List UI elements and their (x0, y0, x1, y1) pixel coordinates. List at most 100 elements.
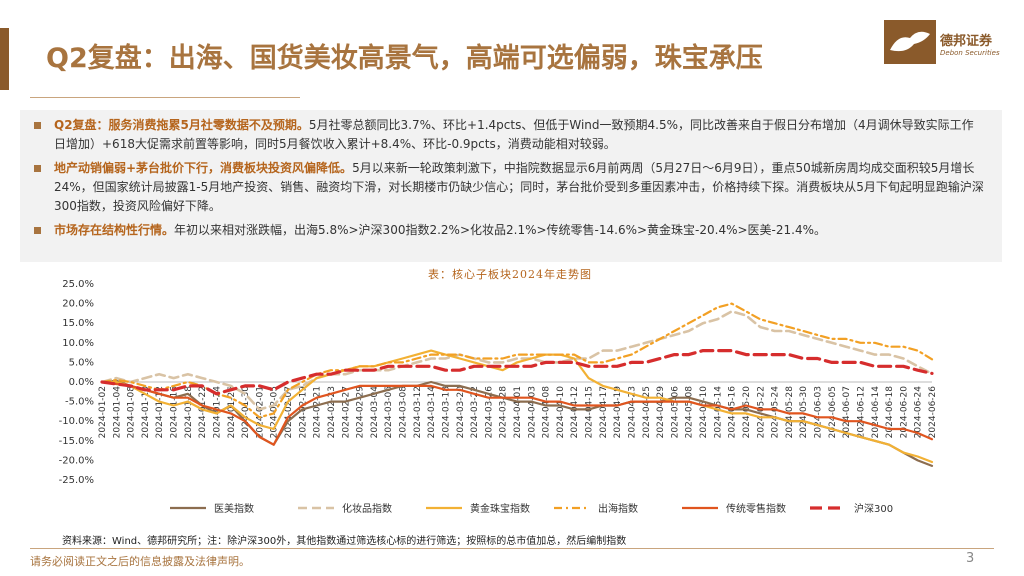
company-logo: 德邦证券 Debon Securities (884, 20, 1004, 68)
x-tick-label: 2024-03-08 (399, 386, 409, 439)
x-tick-label: 2024-02-19 (298, 386, 308, 439)
x-tick-label: 2024-03-28 (499, 386, 509, 439)
x-tick-label: 2024-06-24 (914, 386, 924, 439)
x-tick-label: 2024-06-20 (899, 386, 909, 439)
x-tick-label: 2024-03-22 (470, 386, 480, 438)
x-tick-label: 2024-05-06 (670, 386, 680, 439)
logo-text-cn: 德邦证券 (940, 34, 993, 49)
y-tick-label: -5.0% (65, 397, 94, 408)
x-tick-label: 2024-04-25 (642, 386, 652, 438)
x-tick-label: 2024-03-12 (413, 386, 423, 438)
x-tick-label: 2024-06-26 (928, 386, 938, 439)
x-tick-label: 2024-04-23 (627, 386, 637, 438)
x-tick-label: 2024-04-19 (613, 386, 623, 439)
x-tick-label: 2024-02-27 (341, 386, 351, 438)
x-tick-label: 2024-03-06 (384, 386, 394, 439)
legend-label: 医美指数 (214, 502, 254, 515)
x-tick-label: 2024-05-24 (771, 386, 781, 439)
x-tick-label: 2024-02-07 (284, 386, 294, 438)
x-tick-label: 2024-04-12 (570, 386, 580, 438)
legend-label: 出海指数 (598, 502, 638, 515)
bullet-q2-review: Q2复盘：服务消费拖累5月社零数据不及预期。5月社零总额同比3.7%、环比+1.… (34, 116, 984, 154)
series-line (100, 348, 934, 396)
legend-label: 沪深300 (854, 502, 893, 515)
y-tick-label: -10.0% (59, 416, 94, 427)
x-tick-label: 2024-06-12 (856, 386, 866, 438)
y-tick-label: -25.0% (59, 475, 94, 486)
bullet-highlight: 地产动销偏弱+茅台批价下行，消费板块投资风偏降低。 (54, 161, 353, 175)
y-tick-label: -15.0% (59, 436, 94, 447)
x-tick-label: 2024-02-29 (356, 386, 366, 439)
x-tick-label: 2024-04-15 (585, 386, 595, 438)
x-tick-label: 2024-05-14 (713, 386, 723, 439)
x-tick-label: 2024-03-04 (370, 386, 380, 439)
legend-label: 黄金珠宝指数 (470, 502, 530, 515)
x-tick-label: 2024-01-08 (127, 386, 137, 439)
y-tick-label: -20.0% (59, 455, 94, 466)
x-tick-label: 2024-05-16 (728, 386, 738, 439)
chart-title: 表：核心子板块2024年走势图 (428, 268, 592, 281)
x-tick-label: 2024-05-30 (799, 386, 809, 439)
y-tick-label: 5.0% (69, 357, 94, 368)
x-tick-label: 2024-01-16 (170, 386, 180, 439)
x-tick-label: 2024-01-04 (112, 386, 122, 439)
bullet-property-liquor: 地产动销偏弱+茅台批价下行，消费板块投资风偏降低。5月以来新一轮政策刺激下，中指… (34, 159, 984, 216)
bullet-structural-market: 市场存在结构性行情。年初以来相对涨跌幅，出海5.8%>沪深300指数2.2%>化… (34, 221, 984, 240)
series-line (100, 310, 934, 411)
x-tick-label: 2024-05-20 (742, 386, 752, 439)
y-tick-label: 10.0% (62, 338, 94, 349)
x-tick-label: 2024-06-07 (842, 386, 852, 438)
series-line (100, 349, 934, 464)
x-tick-label: 2024-01-30 (241, 386, 251, 439)
bullet-highlight: Q2复盘：服务消费拖累5月社零数据不及预期。 (54, 118, 309, 132)
footer-disclaimer: 请务必阅读正文之后的信息披露及法律声明。 (30, 555, 250, 568)
sector-trend-chart: 表：核心子板块2024年走势图 25.0% 20.0% 15.0% 10.0% 5.0%… (40, 264, 980, 526)
x-tick-label: 2024-03-26 (484, 386, 494, 439)
x-tick-label: 2024-01-26 (227, 386, 237, 439)
bullet-text: 5月以来新一轮政策刺激下，中指院数据显示6月前两周（5月27日～6月9日），重点… (54, 161, 984, 213)
x-tick-label: 2024-05-10 (699, 386, 709, 439)
bullet-text: 年初以来相对涨跌幅，出海5.8%>沪深300指数2.2%>化妆品2.1%>传统零… (174, 223, 827, 237)
bullet-text: 5月社零总额同比3.7%、环比+1.4pcts、但低于Wind一致预期4.5%，… (54, 118, 974, 151)
series-line (100, 302, 934, 419)
y-tick-label: 25.0% (62, 279, 94, 290)
x-tick-label: 2024-01-12 (155, 386, 165, 438)
x-tick-label: 2024-02-23 (327, 386, 337, 438)
y-tick-label: 15.0% (62, 318, 94, 329)
title-underline (30, 97, 300, 98)
x-tick-label: 2024-03-20 (456, 386, 466, 439)
x-tick-label: 2024-06-03 (814, 386, 824, 438)
x-tick-label: 2024-03-18 (441, 386, 451, 439)
x-tick-label: 2024-05-28 (785, 386, 795, 439)
y-tick-label: 0.0% (69, 377, 94, 388)
logo-text-en: Debon Securities (940, 49, 1000, 57)
x-tick-label: 2024-02-01 (255, 386, 265, 438)
legend-label: 传统零售指数 (726, 502, 786, 515)
x-tick-label: 2024-01-18 (184, 386, 194, 439)
logo-mark-icon (884, 20, 936, 64)
x-tick-label: 2024-04-17 (599, 386, 609, 438)
x-tick-label: 2024-04-01 (513, 386, 523, 438)
x-tick-label: 2024-06-18 (885, 386, 895, 439)
footer-divider (30, 548, 994, 549)
x-tick-label: 2024-01-02 (98, 386, 108, 438)
x-tick-label: 2024-04-08 (542, 386, 552, 439)
x-tick-label: 2024-04-10 (556, 386, 566, 439)
x-tick-label: 2024-05-08 (685, 386, 695, 439)
x-tick-label: 2024-03-14 (427, 386, 437, 439)
x-tick-label: 2024-05-22 (756, 386, 766, 438)
bullet-highlight: 市场存在结构性行情。 (54, 223, 175, 237)
x-tick-label: 2024-06-14 (871, 386, 881, 439)
series-line (100, 380, 934, 446)
legend-label: 化妆品指数 (342, 502, 392, 515)
source-note: 资料来源：Wind、德邦研究所；注：除沪深300外，其他指数通过筛选核心标的进行… (62, 536, 627, 547)
x-tick-label: 2024-06-05 (828, 386, 838, 438)
x-tick-label: 2024-04-29 (656, 386, 666, 439)
x-tick-label: 2024-04-03 (527, 386, 537, 438)
page-number: 3 (966, 551, 975, 566)
x-tick-label: 2024-02-21 (313, 386, 323, 438)
page-title: Q2复盘：出海、国货美妆高景气，高端可选偏弱，珠宝承压 (46, 43, 763, 74)
line-chart-svg: 25.0% 20.0% 15.0% 10.0% 5.0% 0.0% -5.0% -10.0% -… (59, 279, 938, 515)
title-accent-bar (0, 28, 9, 90)
x-tick-label: 2024-01-10 (141, 386, 151, 439)
